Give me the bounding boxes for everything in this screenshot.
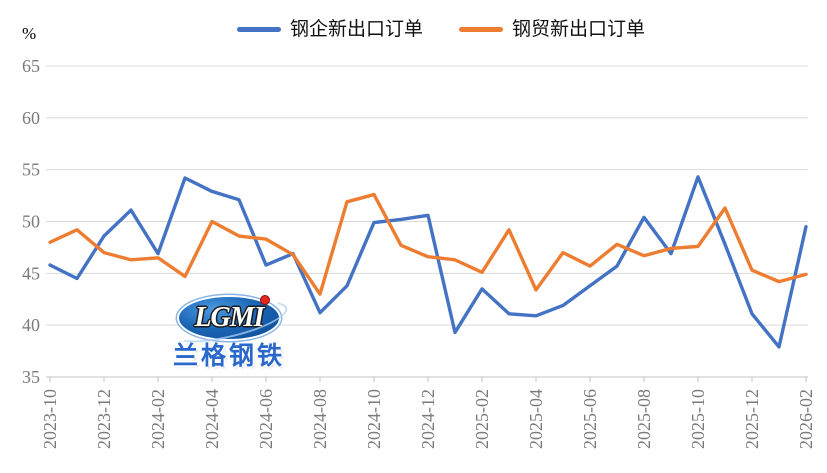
x-axis-tick-label: 2024-12 bbox=[418, 389, 438, 449]
x-axis-tick-label: 2024-06 bbox=[256, 389, 276, 449]
legend-line-swatch-blue bbox=[237, 27, 281, 32]
series-line-steel-trade bbox=[48, 192, 808, 296]
x-axis-tick-label: 2024-04 bbox=[202, 389, 222, 449]
y-axis-tick-label: 55 bbox=[22, 160, 40, 180]
x-axis-tick-label: 2025-02 bbox=[472, 389, 492, 449]
y-axis-tick-label: 50 bbox=[22, 212, 40, 232]
x-axis-tick-label: 2024-08 bbox=[310, 389, 330, 449]
x-axis-tick-label: 2024-02 bbox=[148, 389, 168, 449]
legend-label-steel-enterprise-orders: 钢企新出口订单 bbox=[290, 19, 424, 40]
lgmi-logo-red-dot-icon bbox=[260, 295, 270, 305]
x-axis-tick-label: 2025-10 bbox=[688, 389, 708, 449]
legend: 钢企新出口订单 钢贸新出口订单 bbox=[237, 20, 645, 39]
x-axis-tick-label: 2025-12 bbox=[742, 389, 762, 449]
y-axis-tick-label: 45 bbox=[22, 263, 40, 283]
legend-label-steel-trade-orders: 钢贸新出口订单 bbox=[512, 19, 646, 40]
y-axis-tick-label: 40 bbox=[22, 315, 40, 335]
lgmi-watermark: LGMI 兰格钢铁 bbox=[156, 295, 302, 370]
x-axis-tick-label: 2025-04 bbox=[526, 389, 546, 449]
x-axis-tick-label: 2026-02 bbox=[796, 389, 816, 449]
y-axis-tick-label: 65 bbox=[22, 56, 40, 76]
legend-item-steel-enterprise-orders: 钢企新出口订单 bbox=[237, 20, 423, 39]
y-axis-tick-label: 35 bbox=[22, 367, 40, 387]
x-axis-tick-label: 2024-10 bbox=[364, 389, 384, 449]
lgmi-logo-caption: 兰格钢铁 bbox=[172, 343, 285, 370]
x-axis-tick-label: 2023-10 bbox=[40, 389, 60, 449]
x-axis-tick-label: 2023-12 bbox=[94, 389, 114, 449]
legend-line-swatch-orange bbox=[459, 27, 504, 32]
x-axis-tick-label: 2025-06 bbox=[580, 389, 600, 449]
x-axis-tick-label: 2025-08 bbox=[634, 389, 654, 449]
legend-item-steel-trade-orders: 钢贸新出口订单 bbox=[459, 20, 645, 39]
lgmi-logo-ellipse: LGMI bbox=[179, 295, 279, 339]
y-axis-tick-label: 60 bbox=[22, 108, 40, 128]
series-line-steel-enterprise bbox=[48, 175, 808, 349]
y-axis-unit-label: % bbox=[22, 24, 37, 43]
lgmi-logo-text: LGMI bbox=[194, 302, 264, 333]
